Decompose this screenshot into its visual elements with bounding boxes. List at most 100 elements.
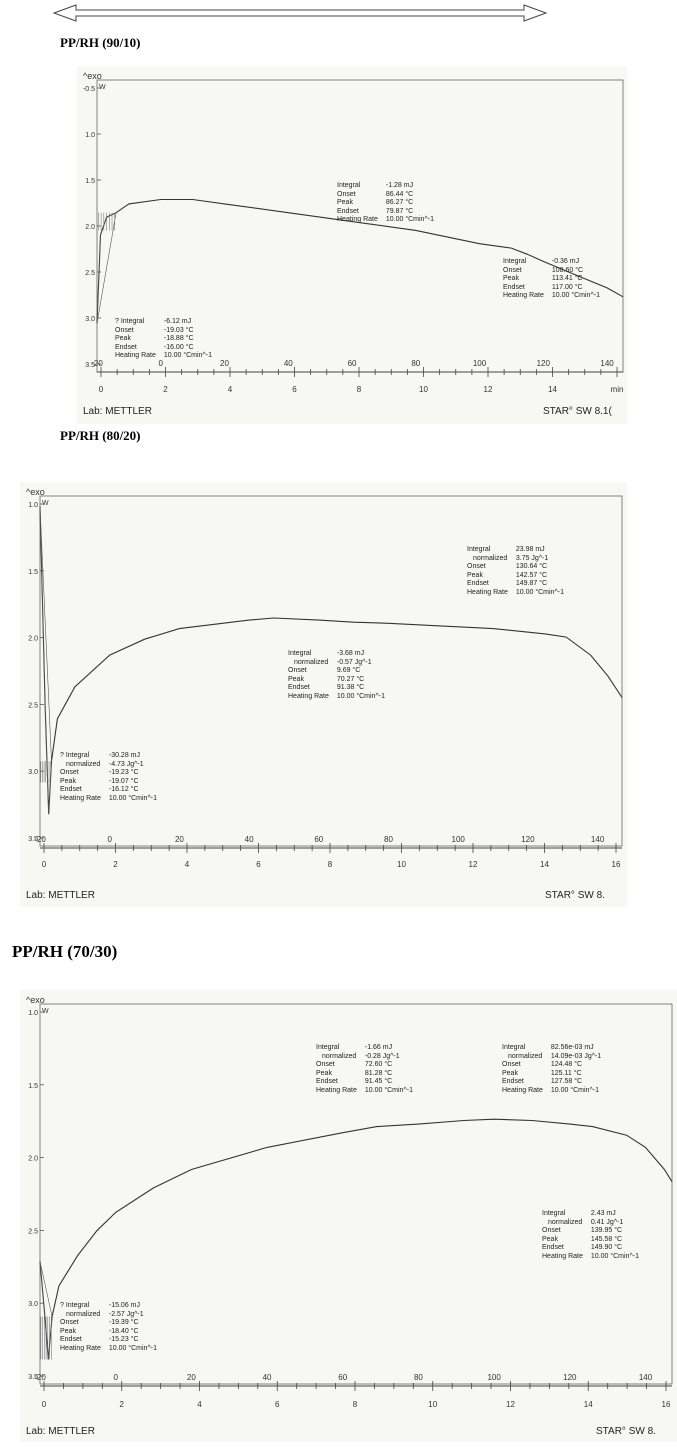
annotation-value: -19.39 °C bbox=[108, 1319, 139, 1327]
annotation-value: 23.98 mJ bbox=[515, 546, 545, 553]
annotation-value: 86.44 °C bbox=[385, 190, 414, 198]
y-tick-label: 3.5 bbox=[28, 836, 38, 843]
annotation-key: ? Integral bbox=[115, 318, 145, 325]
annotation-box: Integral -3.68 mJ normalized -0.57 Jg^-1 Ons… bbox=[288, 650, 385, 702]
annotation-key: Onset bbox=[115, 326, 134, 334]
time-tick-label: 2 bbox=[163, 385, 168, 394]
annotation-box: Integral 23.98 mJ normalized 3.75 Jg^-1 Onse… bbox=[467, 546, 564, 598]
annotation-box: Integral -0.36 mJ Onset 108.60 °C Peak 113.41… bbox=[503, 258, 600, 301]
annotation-key: Peak bbox=[60, 1327, 76, 1335]
y-unit-label: W bbox=[42, 500, 49, 507]
temp-tick-label: 120 bbox=[521, 835, 535, 844]
annotation-box: ? Integral -6.12 mJ Onset -19.03 °C Peak -18.… bbox=[115, 318, 212, 361]
annotation-value: 10.00 °Cmin^-1 bbox=[590, 1252, 639, 1260]
caption-80-20: PP/RH (80/20) bbox=[60, 428, 141, 443]
annotation-key: Heating Rate bbox=[288, 692, 329, 700]
y-tick-label: 1.0 bbox=[28, 502, 38, 509]
lab-label: Lab: METTLER bbox=[83, 406, 152, 417]
plot-frame bbox=[39, 495, 623, 847]
annotation-key: Peak bbox=[115, 335, 131, 343]
annotation-value: 2.43 mJ bbox=[590, 1210, 616, 1217]
temp-tick-label: 0 bbox=[159, 359, 164, 368]
y-unit-label: W bbox=[42, 1008, 49, 1015]
temp-tick-label: 140 bbox=[639, 1373, 653, 1382]
annotation-key: Endset bbox=[542, 1244, 564, 1252]
annotation-key: Endset bbox=[60, 786, 82, 794]
temp-tick-label: 80 bbox=[414, 1373, 423, 1382]
y-tick-label: 1.0 bbox=[85, 132, 95, 139]
annotation-key: ? Integral bbox=[60, 752, 90, 759]
temp-tick-label: 120 bbox=[537, 359, 551, 368]
annotation-value: -15.06 mJ bbox=[108, 1302, 140, 1309]
time-tick-label: 14 bbox=[548, 385, 557, 394]
annotation-key: Onset bbox=[60, 1319, 79, 1327]
time-tick-label: 6 bbox=[292, 385, 297, 394]
annotation-value: 70.27 °C bbox=[336, 675, 365, 683]
annotation-value: -19.07 °C bbox=[108, 777, 139, 785]
time-tick-label: 0 bbox=[42, 1400, 47, 1409]
temp-tick-label: 140 bbox=[600, 359, 614, 368]
annotation-value: 10.00 °Cmin^-1 bbox=[385, 216, 434, 224]
annotation-key: Heating Rate bbox=[467, 588, 508, 596]
annotation-value: -6.12 mJ bbox=[163, 318, 192, 325]
annotation-key: Endset bbox=[503, 283, 525, 291]
integration-hatch bbox=[39, 1261, 53, 1360]
annotation-key: normalized bbox=[66, 1310, 101, 1318]
annotation-value: -1.66 mJ bbox=[364, 1044, 393, 1051]
annotation-value: 10.00 °Cmin^-1 bbox=[108, 794, 157, 802]
annotation-value: -30.28 mJ bbox=[108, 752, 140, 759]
time-tick-label: 8 bbox=[357, 385, 362, 394]
annotation-key: Integral bbox=[316, 1044, 340, 1051]
annotation-value: 10.00 °Cmin^-1 bbox=[550, 1086, 599, 1094]
annotation-key: Endset bbox=[115, 343, 137, 351]
annotation-key: Heating Rate bbox=[316, 1086, 357, 1094]
annotation-key: normalized bbox=[66, 760, 101, 768]
time-tick-label: 16 bbox=[662, 1400, 671, 1409]
annotation-value: -15.23 °C bbox=[108, 1336, 139, 1344]
annotation-value: 0.41 Jg^-1 bbox=[590, 1218, 624, 1226]
annotation-value: 10.00 °Cmin^-1 bbox=[336, 692, 385, 700]
annotation-key: Onset bbox=[288, 667, 307, 675]
time-tick-label: 4 bbox=[228, 385, 233, 394]
temp-tick-label: 60 bbox=[338, 1373, 347, 1382]
time-tick-label: 10 bbox=[428, 1400, 437, 1409]
annotation-key: ? Integral bbox=[60, 1302, 90, 1309]
software-label: STAR° SW 8. bbox=[545, 890, 605, 901]
annotation-key: Endset bbox=[337, 207, 359, 215]
temp-tick-label: 140 bbox=[591, 835, 605, 844]
temp-tick-label: 80 bbox=[411, 359, 420, 368]
annotation-key: normalized bbox=[294, 658, 329, 666]
annotation-key: Heating Rate bbox=[60, 794, 101, 802]
y-tick-label: 2.5 bbox=[28, 702, 38, 709]
time-tick-label: 16 bbox=[612, 860, 621, 869]
time-tick-label: 12 bbox=[469, 860, 478, 869]
annotation-box: ? Integral -15.06 mJ normalized -2.57 Jg^-1… bbox=[60, 1302, 157, 1354]
annotation-key: Endset bbox=[467, 580, 489, 588]
annotation-value: 79.87 °C bbox=[385, 207, 414, 215]
integration-hatch bbox=[39, 506, 52, 815]
dsc-plot: 1.01.52.02.53.03.5W-20 0 20 40 60 80 100 120 140… bbox=[28, 495, 623, 869]
y-tick-label: 2.0 bbox=[28, 636, 38, 643]
annotation-key: Onset bbox=[503, 266, 522, 274]
y-tick-label: 2.5 bbox=[85, 270, 95, 277]
temp-tick-label: 40 bbox=[284, 359, 293, 368]
annotation-key: Peak bbox=[337, 199, 353, 207]
time-tick-label: min bbox=[611, 385, 624, 394]
annotation-value: 3.75 Jg^-1 bbox=[515, 554, 549, 562]
y-tick-label: -0.5 bbox=[83, 86, 95, 93]
annotation-value: 113.41 °C bbox=[551, 275, 583, 283]
temp-tick-label: 100 bbox=[452, 835, 466, 844]
annotation-value: 130.64 °C bbox=[515, 563, 548, 571]
dsc-chart-90-10: ^exo -0.5 1.0 1.5 2.0 2.5 3.0 3.5 W -20 0 20 40 60 80… bbox=[77, 66, 627, 424]
annotation-value: -18.88 °C bbox=[163, 335, 194, 343]
annotation-key: Integral bbox=[542, 1210, 566, 1217]
annotation-value: 142.57 °C bbox=[515, 571, 548, 579]
temp-tick-label: -20 bbox=[34, 835, 46, 844]
annotation-key: normalized bbox=[508, 1052, 543, 1060]
y-tick-label: 3.0 bbox=[28, 1301, 38, 1308]
annotation-key: normalized bbox=[548, 1218, 583, 1226]
annotation-value: 139.95 °C bbox=[590, 1227, 623, 1235]
annotation-value: -19.03 °C bbox=[163, 326, 194, 334]
time-tick-label: 0 bbox=[42, 860, 47, 869]
annotation-value: 10.00 °Cmin^-1 bbox=[551, 292, 600, 300]
